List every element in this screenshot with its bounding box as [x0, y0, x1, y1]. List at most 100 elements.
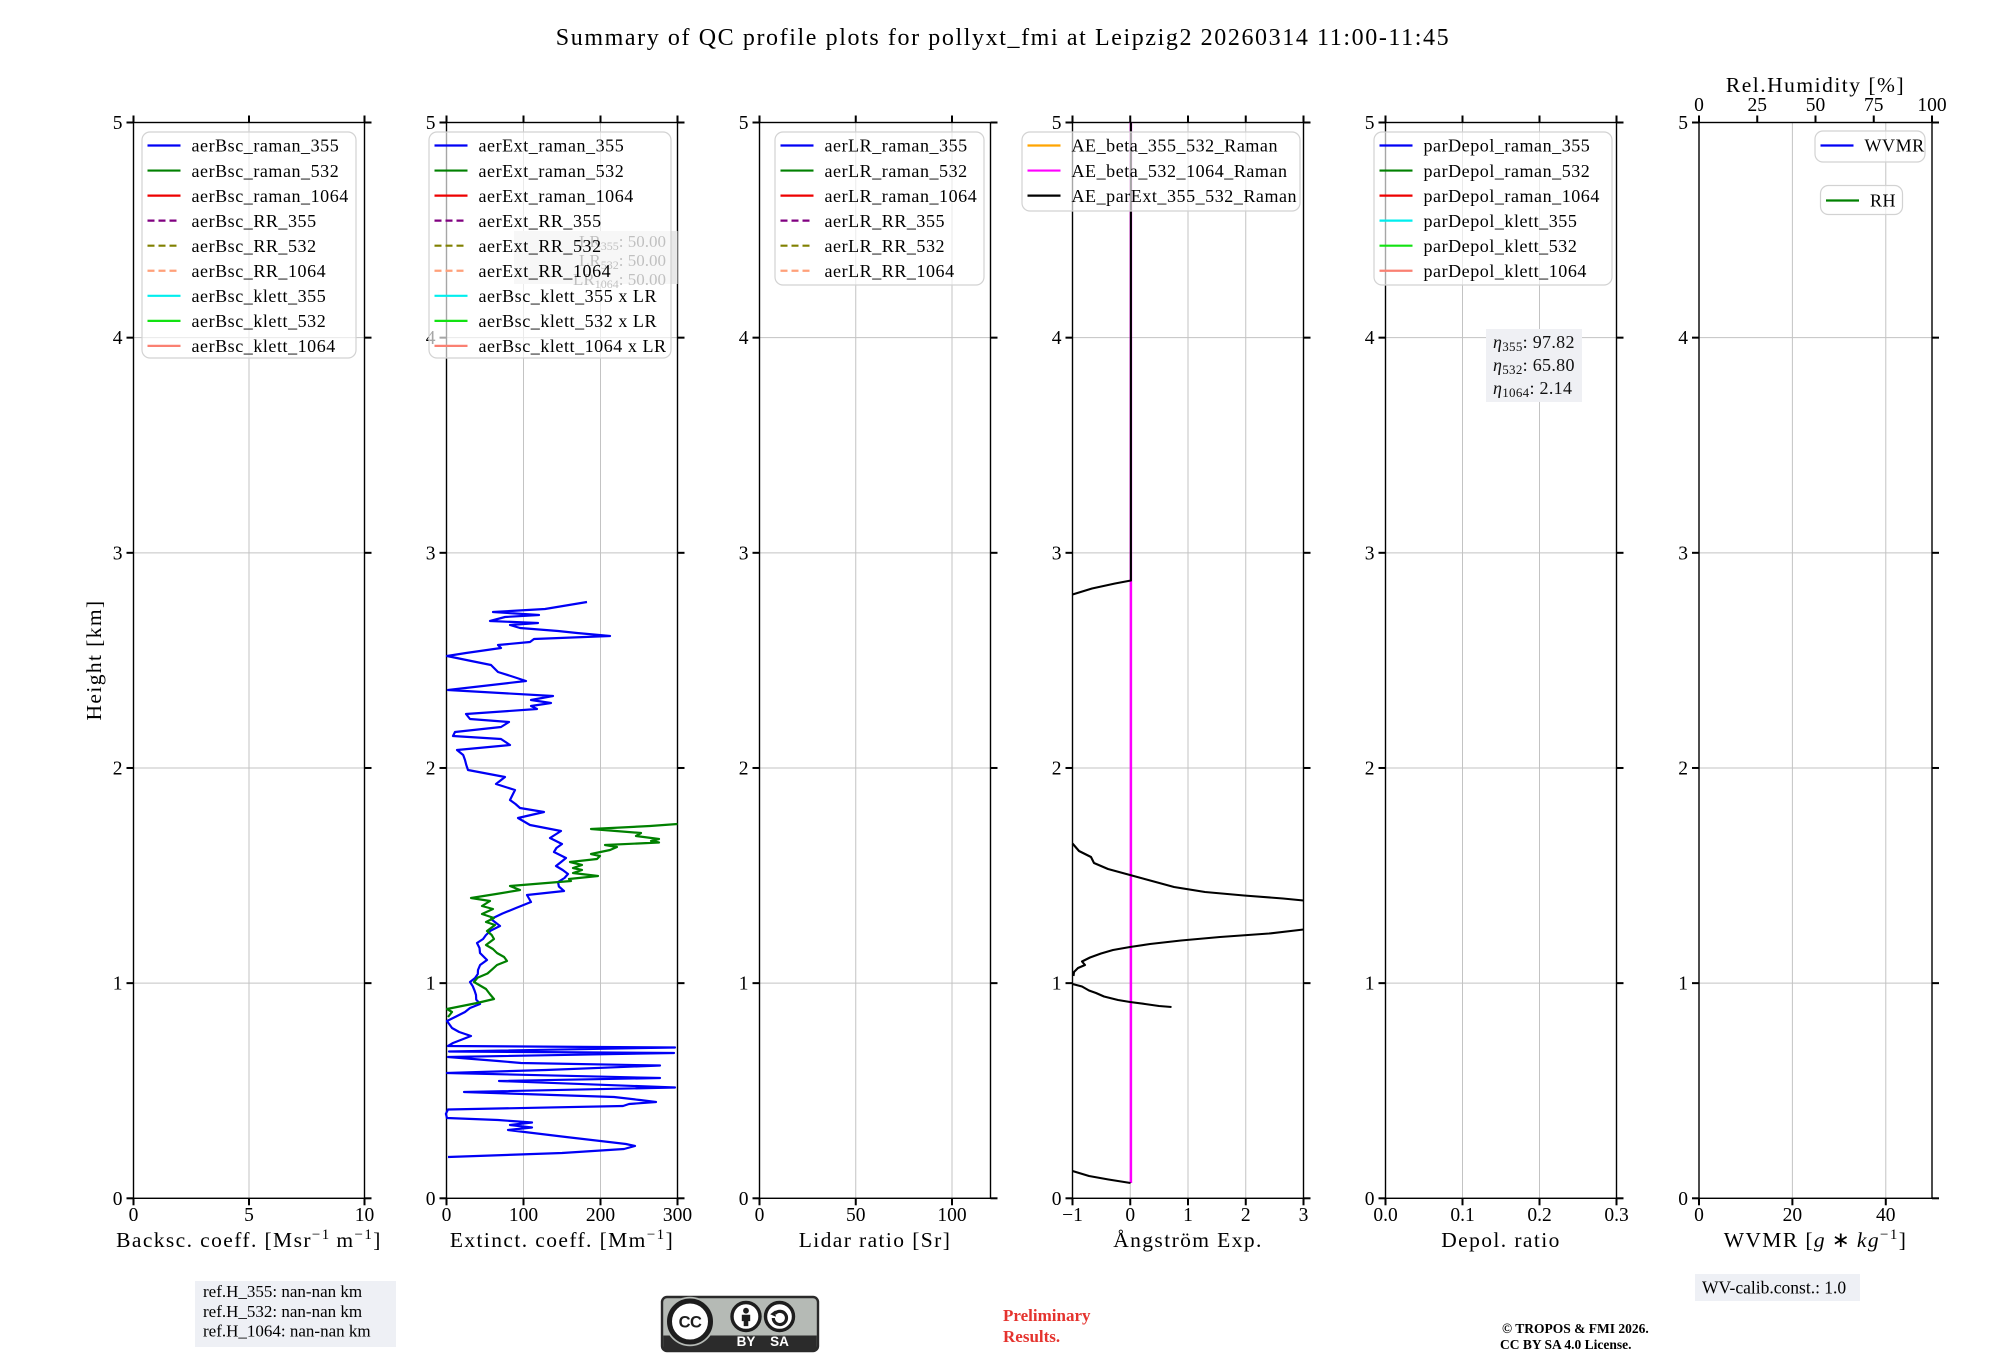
svg-text:Depol. ratio: Depol. ratio	[1441, 1228, 1561, 1252]
svg-text:aerBsc_raman_355: aerBsc_raman_355	[192, 136, 340, 156]
svg-text:25: 25	[1748, 95, 1768, 116]
svg-text:2: 2	[1678, 758, 1688, 779]
svg-text:0: 0	[739, 1189, 749, 1210]
svg-text:2: 2	[426, 758, 436, 779]
svg-text:parDepol_raman_532: parDepol_raman_532	[1424, 161, 1591, 181]
svg-text:100: 100	[937, 1205, 966, 1226]
svg-text:4: 4	[1365, 328, 1375, 349]
svg-text:Lidar ratio [Sr]: Lidar ratio [Sr]	[799, 1228, 952, 1252]
svg-text:aerLR_RR_355: aerLR_RR_355	[825, 211, 946, 231]
svg-text:WV-calib.const.: 1.0: WV-calib.const.: 1.0	[1702, 1278, 1846, 1298]
svg-text:parDepol_klett_532: parDepol_klett_532	[1424, 236, 1578, 256]
svg-text:2: 2	[1241, 1205, 1251, 1226]
svg-text:aerBsc_raman_532: aerBsc_raman_532	[192, 161, 340, 181]
svg-text:2: 2	[1052, 758, 1062, 779]
svg-text:0: 0	[426, 1189, 436, 1210]
svg-text:5: 5	[1678, 113, 1688, 134]
svg-text:20: 20	[1783, 1205, 1803, 1226]
svg-text:aerBsc_klett_1064: aerBsc_klett_1064	[192, 336, 336, 356]
svg-text:3: 3	[113, 543, 123, 564]
svg-text:aerBsc_klett_355 x LR: aerBsc_klett_355 x LR	[479, 286, 658, 306]
svg-text:aerBsc_raman_1064: aerBsc_raman_1064	[192, 186, 349, 206]
svg-text:parDepol_klett_1064: parDepol_klett_1064	[1424, 261, 1587, 281]
svg-text:Height [km]: Height [km]	[82, 599, 106, 720]
svg-text:3: 3	[1678, 543, 1688, 564]
svg-text:5: 5	[113, 113, 123, 134]
svg-text:ref.H_1064: nan-nan km: ref.H_1064: nan-nan km	[203, 1322, 371, 1341]
svg-text:4: 4	[1052, 328, 1062, 349]
svg-text:aerBsc_klett_532: aerBsc_klett_532	[192, 311, 327, 331]
svg-text:η1064: 2.14: η1064: 2.14	[1493, 378, 1572, 400]
svg-text:CC: CC	[679, 1314, 702, 1332]
svg-text:5: 5	[244, 1205, 254, 1226]
svg-text:CC BY SA 4.0 License.: CC BY SA 4.0 License.	[1500, 1337, 1632, 1352]
svg-text:1: 1	[1183, 1205, 1193, 1226]
svg-text:4: 4	[1678, 328, 1688, 349]
svg-text:100: 100	[1917, 95, 1946, 116]
svg-text:aerExt_RR_1064: aerExt_RR_1064	[479, 261, 612, 281]
svg-text:5: 5	[739, 113, 749, 134]
svg-text:0: 0	[129, 1205, 139, 1226]
svg-text:0.0: 0.0	[1373, 1205, 1397, 1226]
svg-text:0.2: 0.2	[1527, 1205, 1551, 1226]
svg-text:2: 2	[113, 758, 123, 779]
svg-text:4: 4	[739, 328, 749, 349]
svg-text:aerLR_raman_355: aerLR_raman_355	[825, 136, 968, 156]
svg-text:SA: SA	[770, 1334, 789, 1349]
svg-text:100: 100	[509, 1205, 538, 1226]
svg-text:1: 1	[113, 974, 123, 995]
svg-text:aerLR_raman_532: aerLR_raman_532	[825, 161, 968, 181]
svg-text:1: 1	[1365, 974, 1375, 995]
svg-text:aerBsc_RR_532: aerBsc_RR_532	[192, 236, 317, 256]
svg-text:aerLR_RR_1064: aerLR_RR_1064	[825, 261, 955, 281]
svg-text:5: 5	[1365, 113, 1375, 134]
svg-text:0: 0	[442, 1205, 452, 1226]
svg-text:parDepol_raman_355: parDepol_raman_355	[1424, 136, 1591, 156]
svg-text:10: 10	[355, 1205, 375, 1226]
svg-text:4: 4	[113, 328, 123, 349]
svg-text:Ångström Exp.: Ångström Exp.	[1113, 1228, 1263, 1252]
svg-text:aerExt_RR_532: aerExt_RR_532	[479, 236, 602, 256]
svg-text:0: 0	[113, 1189, 123, 1210]
svg-text:aerLR_raman_1064: aerLR_raman_1064	[825, 186, 978, 206]
svg-text:0: 0	[1678, 1189, 1688, 1210]
svg-text:AE_beta_355_532_Raman: AE_beta_355_532_Raman	[1072, 136, 1279, 156]
svg-text:aerExt_raman_532: aerExt_raman_532	[479, 161, 625, 181]
svg-text:0: 0	[1694, 1205, 1704, 1226]
svg-text:2: 2	[739, 758, 749, 779]
svg-text:200: 200	[586, 1205, 615, 1226]
svg-text:0: 0	[1365, 1189, 1375, 1210]
svg-text:AE_parExt_355_532_Raman: AE_parExt_355_532_Raman	[1072, 186, 1298, 206]
svg-text:aerExt_raman_1064: aerExt_raman_1064	[479, 186, 634, 206]
svg-text:aerBsc_RR_1064: aerBsc_RR_1064	[192, 261, 327, 281]
svg-text:parDepol_klett_355: parDepol_klett_355	[1424, 211, 1578, 231]
svg-text:Rel.Humidity [%]: Rel.Humidity [%]	[1726, 73, 1905, 97]
svg-text:RH: RH	[1870, 191, 1896, 211]
svg-text:aerBsc_klett_532 x LR: aerBsc_klett_532 x LR	[479, 311, 658, 331]
svg-text:2: 2	[1365, 758, 1375, 779]
svg-text:aerBsc_RR_355: aerBsc_RR_355	[192, 211, 317, 231]
svg-text:parDepol_raman_1064: parDepol_raman_1064	[1424, 186, 1600, 206]
svg-text:WVMR: WVMR	[1865, 136, 1925, 156]
svg-text:AE_beta_532_1064_Raman: AE_beta_532_1064_Raman	[1072, 161, 1288, 181]
svg-text:BY: BY	[737, 1334, 756, 1349]
svg-text:1: 1	[739, 974, 749, 995]
svg-text:Summary of QC profile plots fo: Summary of QC profile plots for pollyxt_…	[556, 25, 1450, 51]
svg-text:η355: 97.82: η355: 97.82	[1493, 332, 1575, 354]
svg-text:0: 0	[755, 1205, 765, 1226]
svg-text:75: 75	[1864, 95, 1884, 116]
svg-text:5: 5	[1052, 113, 1062, 134]
svg-text:Results.: Results.	[1003, 1327, 1060, 1346]
svg-text:300: 300	[663, 1205, 692, 1226]
svg-text:aerBsc_klett_355: aerBsc_klett_355	[192, 286, 327, 306]
svg-text:ref.H_532: nan-nan km: ref.H_532: nan-nan km	[203, 1302, 362, 1321]
svg-text:40: 40	[1876, 1205, 1896, 1226]
svg-text:0.3: 0.3	[1604, 1205, 1628, 1226]
svg-text:1: 1	[1052, 974, 1062, 995]
svg-text:0: 0	[1694, 95, 1704, 116]
svg-text:η532: 65.80: η532: 65.80	[1493, 355, 1575, 377]
svg-text:aerLR_RR_532: aerLR_RR_532	[825, 236, 946, 256]
svg-text:3: 3	[1365, 543, 1375, 564]
svg-text:Backsc. coeff. [Msr−1 m−1]: Backsc. coeff. [Msr−1 m−1]	[116, 1227, 382, 1252]
svg-text:0: 0	[1052, 1189, 1062, 1210]
